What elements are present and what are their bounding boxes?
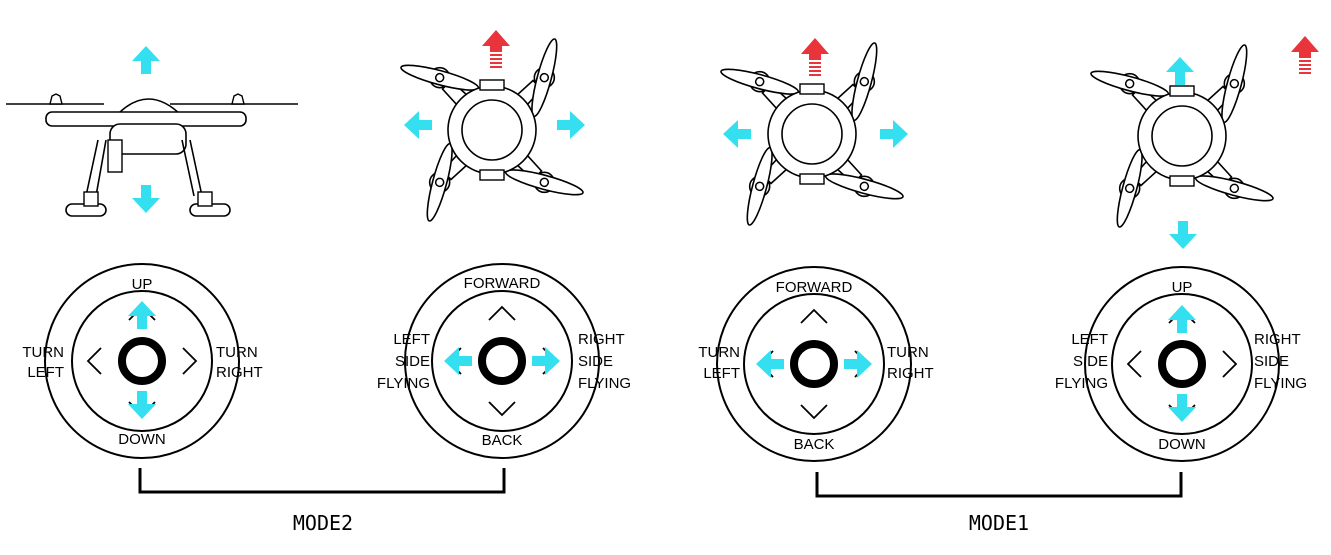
mode-label: MODE1: [969, 511, 1029, 535]
down-arrow-icon: [1169, 221, 1197, 249]
stick-left-label-line2: SIDE: [395, 353, 430, 370]
forward-arrow-icon: [1291, 36, 1319, 74]
mode-label: MODE2: [293, 511, 353, 535]
stick-right-label-line1: TURN: [216, 344, 258, 361]
stick-down-arrow-icon: [1168, 394, 1196, 422]
top-view-drone-updown-mode1: [1084, 36, 1319, 249]
stick-right-label-line1: RIGHT: [578, 331, 625, 348]
mode2-bracket: MODE2: [138, 468, 506, 535]
stick-1: UP DOWN TURN LEFT TURN RIGHT: [22, 263, 263, 459]
top-view-drone-turn-mode1: [714, 36, 909, 231]
left-arrow-icon: [723, 120, 751, 148]
stick-left-label-line3: FLYING: [377, 375, 430, 392]
stick-right-arrow-icon: [532, 347, 560, 375]
stick-left-label-line2: LEFT: [703, 365, 740, 382]
stick-left-label-line3: FLYING: [1055, 375, 1108, 392]
stick-right-label-line1: TURN: [887, 344, 929, 361]
stick-bottom-label: DOWN: [118, 431, 166, 448]
stick-up-arrow-icon: [128, 301, 156, 329]
stick-bottom-label: BACK: [482, 432, 523, 449]
stick-left-arrow-icon: [444, 347, 472, 375]
stick-right-arrow-icon: [844, 350, 872, 378]
right-arrow-icon: [557, 111, 585, 139]
stick-4: UP DOWN LEFT SIDE FLYING RIGHT SIDE FLYI…: [1055, 266, 1307, 462]
stick-left-label-line2: SIDE: [1073, 353, 1108, 370]
stick-bottom-label: DOWN: [1158, 436, 1206, 453]
stick-right-label-line3: FLYING: [1254, 375, 1307, 392]
stick-right-label-line2: RIGHT: [216, 364, 263, 381]
down-arrow-icon: [132, 185, 160, 213]
up-arrow-icon: [132, 46, 160, 74]
stick-top-label: UP: [132, 276, 153, 293]
forward-arrow-icon: [801, 38, 829, 76]
up-arrow-icon: [1166, 57, 1194, 85]
stick-left-label-line1: LEFT: [1071, 331, 1108, 348]
stick-left-label-line1: TURN: [22, 344, 64, 361]
stick-left-label-line1: LEFT: [393, 331, 430, 348]
stick-bottom-label: BACK: [794, 436, 835, 453]
stick-right-label-line2: RIGHT: [887, 365, 934, 382]
stick-left-arrow-icon: [756, 350, 784, 378]
side-view-drone: [6, 46, 298, 217]
left-arrow-icon: [404, 111, 432, 139]
stick-2: FORWARD BACK LEFT SIDE FLYING RIGHT SIDE…: [377, 263, 631, 459]
top-view-drone-side-flying-mode2: [394, 30, 589, 228]
forward-arrow-icon: [482, 30, 510, 68]
mode1-bracket: MODE1: [815, 472, 1183, 535]
stick-right-label-line2: SIDE: [1254, 353, 1289, 370]
stick-right-label-line3: FLYING: [578, 375, 631, 392]
stick-top-label: UP: [1172, 279, 1193, 296]
stick-down-arrow-icon: [128, 391, 156, 419]
stick-right-label-line1: RIGHT: [1254, 331, 1301, 348]
stick-top-label: FORWARD: [464, 275, 541, 292]
stick-up-arrow-icon: [1168, 305, 1196, 333]
stick-3: FORWARD BACK TURN LEFT TURN RIGHT: [698, 266, 934, 462]
stick-left-label-line2: LEFT: [27, 364, 64, 381]
stick-right-label-line2: SIDE: [578, 353, 613, 370]
stick-top-label: FORWARD: [776, 279, 853, 296]
stick-left-label-line1: TURN: [698, 344, 740, 361]
right-arrow-icon: [880, 120, 908, 148]
